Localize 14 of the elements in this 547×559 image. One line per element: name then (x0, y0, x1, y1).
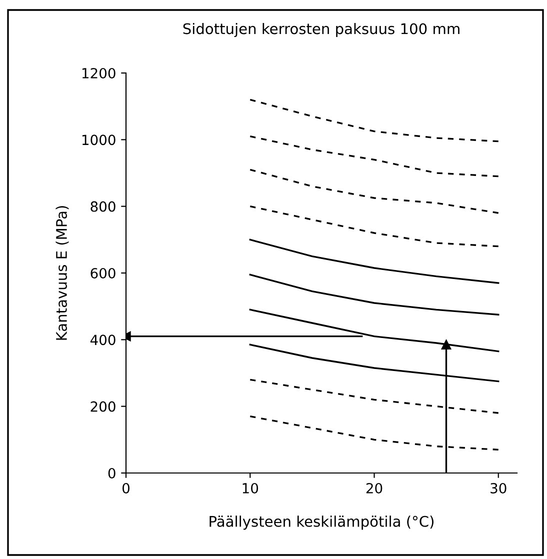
y-tick-label: 200 (90, 401, 116, 412)
y-tick-label: 1200 (82, 68, 116, 78)
chart-title: Sidottujen kerrosten paksuus 100 mm (183, 22, 460, 38)
y-tick-label: 600 (90, 268, 116, 278)
y-tick-label: 800 (90, 201, 116, 212)
x-tick-label: 0 (122, 482, 130, 494)
x-tick-label: 10 (242, 482, 258, 494)
y-axis-title: Kantavuus E (MPa) (56, 206, 69, 340)
y-tick-label: 0 (108, 468, 116, 478)
x-tick-label: 30 (490, 482, 506, 494)
y-tick-label: 400 (90, 334, 116, 346)
y-tick-label: 1000 (82, 134, 116, 146)
x-axis-title: Päällysteen keskilämpötila (°C) (210, 516, 434, 530)
x-tick-label: 20 (366, 482, 382, 494)
